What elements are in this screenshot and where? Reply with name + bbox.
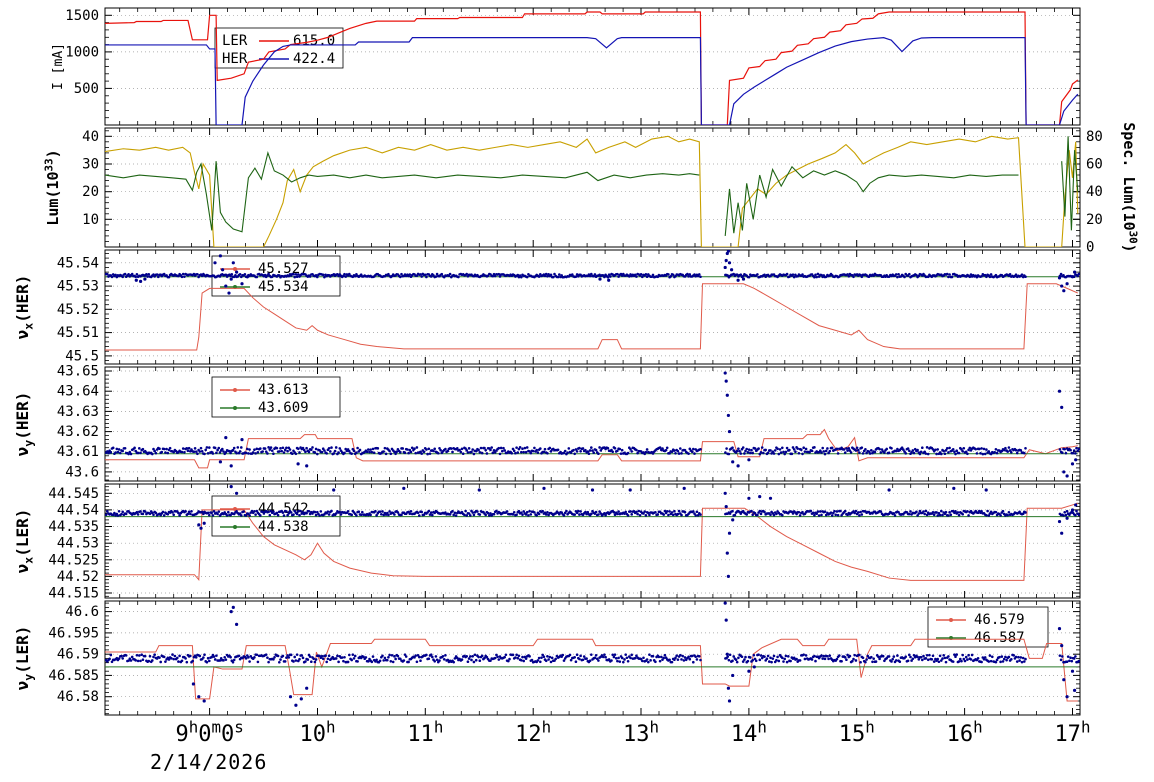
y-tick-label: 46.585 [48,668,99,684]
y-tick-label: 45.52 [57,302,99,318]
legend-value: 43.613 [258,382,309,398]
legend-nuy-ler: 46.579 46.587 [927,606,1049,648]
data-beam-current [105,11,1079,125]
x-tick-label: 14h [731,718,767,747]
x-tick-label: 15h [839,718,875,747]
series-specific-luminosity [105,136,1079,236]
y-axis-title: I [mA] [51,43,66,90]
right-tick-label: 80 [1086,129,1103,145]
y-tick-label: 44.515 [48,586,99,602]
x-tick-label: 13h [623,718,659,747]
legend-value: 46.587 [974,630,1025,646]
y-tick-label: 1000 [65,44,99,60]
y-tick-label: 43.63 [57,404,99,420]
data-nuy-her [105,371,1080,478]
data-luminosity [105,135,1079,247]
legend-nuy-her: 43.613 43.609 [211,376,341,418]
right-tick-label: 0 [1086,240,1094,256]
y-axis-title: νx(LER) [13,509,36,574]
y-axis-title: Lum(1033) [42,149,62,225]
series-her-current [105,37,1079,125]
y-tick-label: 46.6 [65,604,99,620]
data-nuy-ler [105,601,1080,707]
y-tick-label: 44.53 [57,536,99,552]
y-tick-label: 44.535 [48,519,99,535]
x-tick-label: 17h [1054,718,1090,747]
panel-nuy-her: 43.6 43.61 43.62 43.63 43.64 43.65 43.613 43.60… [13,364,1081,482]
date-label: 2/14/2026 [150,750,268,774]
legend-label: HER [222,51,248,67]
y-tick-label: 43.6 [65,464,99,480]
right-tick-label: 20 [1086,212,1103,228]
right-axis-title: Spec. Lum(1030) [1120,122,1140,252]
y-tick-label: 30 [82,156,99,172]
y-tick-label: 1500 [65,8,99,24]
right-tick-label: 40 [1086,184,1103,200]
y-tick-label: 45.53 [57,279,99,295]
y-tick-label: 43.62 [57,424,99,440]
series-setting [105,283,1078,351]
y-axis-title: νx(HER) [13,275,36,340]
right-tick-label: 60 [1086,156,1103,172]
y-tick-label: 44.52 [57,569,99,585]
series-setting [105,502,1078,581]
y-tick-label: 45.51 [57,325,99,341]
y-tick-label: 46.595 [48,625,99,641]
y-tick-label: 40 [82,129,99,145]
series-setting [105,428,1078,469]
y-tick-label: 45.5 [65,348,99,364]
series-setting [105,638,1078,702]
x-tick-label: 12h [515,718,551,747]
y-tick-label: 44.54 [57,502,99,518]
y-tick-label: 20 [82,184,99,200]
y-axis-title: νy(HER) [13,392,36,457]
y-tick-label: 43.64 [57,384,99,400]
legend-label: LER [222,33,248,49]
scatter-measured-tune [105,601,1080,707]
y-tick-label: 44.545 [48,486,99,502]
legend-value: 45.534 [258,279,309,295]
x-tick-label: 9h0m0s [175,718,243,747]
data-nux-her [105,250,1080,351]
y-tick-label: 500 [74,81,99,97]
y-tick-label: 43.61 [57,444,99,460]
x-tick-label: 11h [407,718,443,747]
series-luminosity [105,135,1079,247]
y-tick-label: 10 [82,212,99,228]
y-axis-title: νy(LER) [13,626,36,691]
y-tick-label: 46.58 [57,689,99,705]
y-tick-label: 44.525 [48,552,99,568]
scatter-measured-tune [105,485,1080,579]
legend-value: 44.538 [258,519,309,535]
x-tick-label: 10h [299,718,335,747]
y-tick-label: 45.54 [57,255,99,271]
legend-value: 46.579 [974,612,1025,628]
scatter-measured-tune [105,371,1080,478]
scatter-measured-tune [105,250,1080,295]
y-tick-label: 43.65 [57,364,99,380]
x-tick-label: 16h [947,718,983,747]
panel-luminosity: 10 20 30 40 0 20 40 60 80 Spec. Lum(1030) Lum(1033… [42,122,1139,255]
y-tick-label: 46.59 [57,647,99,663]
series-ler-current [105,11,1079,125]
legend-value: 422.4 [293,51,335,67]
panel-nuy-ler: 46.58 46.585 46.59 46.595 46.6 46.579 46.587 νy… [13,600,1081,716]
legend-value: 43.609 [258,400,309,416]
data-nux-ler [105,485,1080,581]
